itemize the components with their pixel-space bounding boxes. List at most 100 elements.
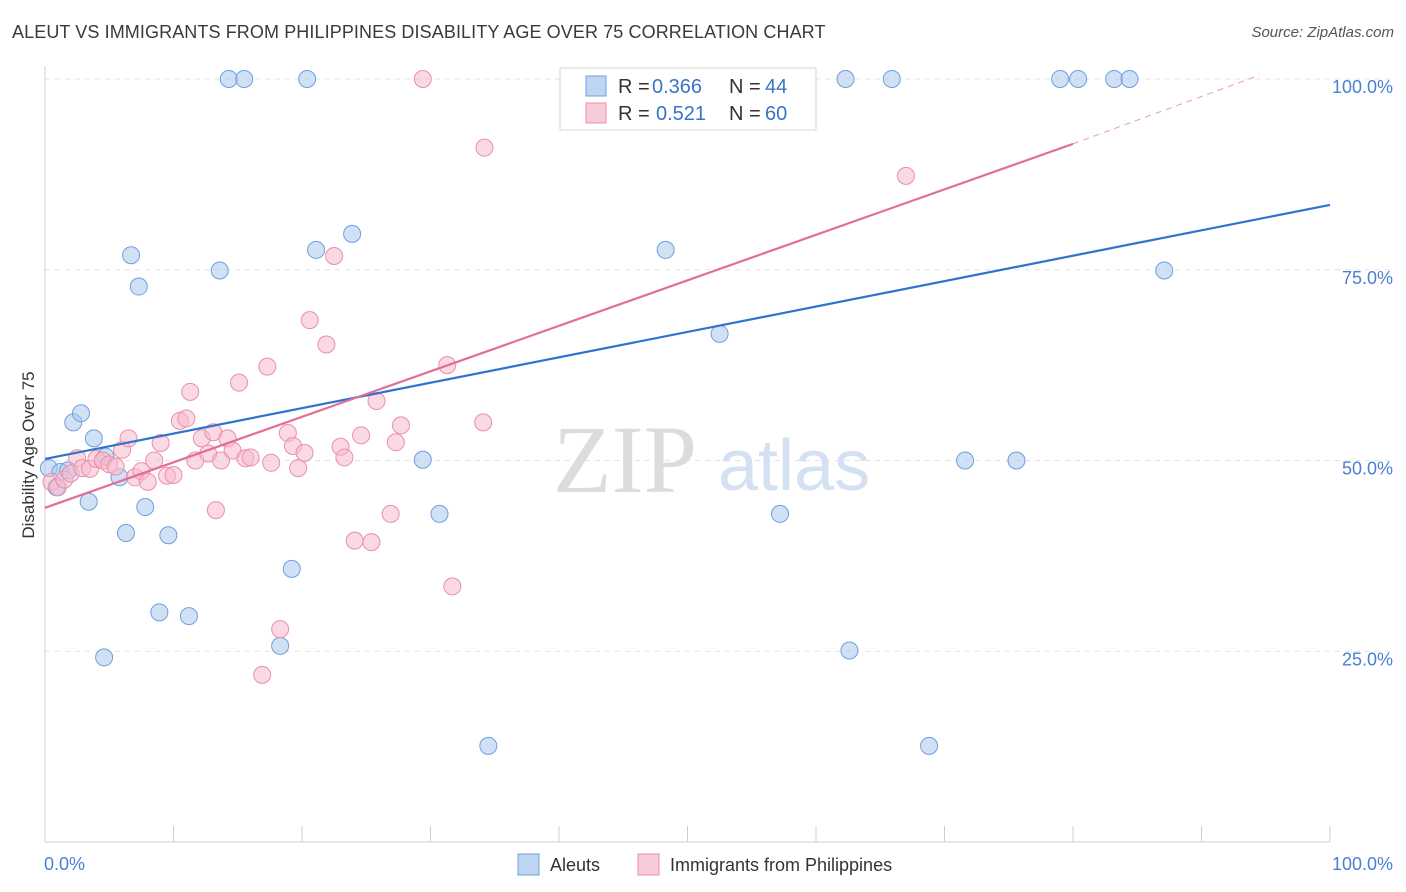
- data-point: [343, 224, 362, 243]
- data-point: [79, 492, 98, 511]
- trend-line-extension: [1072, 74, 1260, 145]
- data-point: [307, 240, 326, 259]
- y-tick-label: 75.0%: [1342, 268, 1393, 288]
- data-point: [1105, 70, 1124, 88]
- legend-swatch-aleuts: [585, 75, 607, 97]
- source-label: Source: ZipAtlas.com: [1251, 24, 1394, 41]
- data-point: [230, 373, 249, 392]
- series-aleuts: [39, 70, 1174, 755]
- data-point: [210, 261, 229, 280]
- data-point: [164, 465, 183, 484]
- data-point: [295, 443, 314, 462]
- data-point: [1051, 70, 1070, 88]
- trend-line-aleuts: [44, 203, 1331, 461]
- data-point: [335, 448, 354, 467]
- y-axis-label: Disability Age Over 75: [19, 371, 38, 538]
- legend-r-label: R =: [618, 103, 650, 125]
- y-tick-label: 50.0%: [1342, 459, 1393, 479]
- data-point: [151, 433, 170, 452]
- data-point: [136, 498, 155, 517]
- data-point: [122, 246, 141, 265]
- data-point: [345, 531, 364, 550]
- data-point: [150, 603, 169, 622]
- bottom-legend-philippines: Immigrants from Philippines: [670, 855, 892, 875]
- data-point: [1007, 451, 1026, 470]
- trend-lines: [44, 74, 1331, 509]
- data-point: [159, 526, 178, 545]
- data-point: [391, 416, 410, 435]
- data-point: [920, 736, 939, 755]
- data-point: [262, 453, 281, 472]
- data-point: [352, 426, 371, 445]
- data-point: [1155, 261, 1174, 280]
- data-point: [430, 504, 449, 523]
- data-point: [282, 559, 301, 578]
- data-point: [710, 324, 729, 343]
- data-point: [413, 450, 432, 469]
- bottom-legend-swatch-philippines: [637, 853, 660, 876]
- data-point: [896, 166, 915, 185]
- data-point: [771, 504, 790, 523]
- series-philippines: [42, 70, 915, 684]
- legend-box: R = 0.366 N = 44 R = 0.521 N = 60: [559, 67, 817, 131]
- x-tick-label: 100.0%: [1332, 854, 1393, 874]
- data-point: [258, 357, 277, 376]
- data-point: [840, 641, 859, 660]
- data-point: [106, 457, 125, 476]
- legend-n-label: N =: [729, 76, 761, 98]
- data-point: [443, 577, 462, 596]
- y-tick-labels: 25.0% 50.0% 75.0% 100.0%: [1332, 77, 1393, 669]
- data-point: [129, 277, 148, 296]
- data-point: [479, 736, 498, 755]
- data-point: [219, 70, 238, 88]
- data-point: [84, 429, 103, 448]
- bottom-legend-swatch-aleuts: [517, 853, 540, 876]
- data-point: [138, 472, 157, 491]
- axes: [44, 66, 1331, 843]
- legend-r-value: 0.521: [656, 103, 706, 125]
- legend-n-label: N =: [729, 103, 761, 125]
- trend-line-philippines: [44, 142, 1074, 509]
- data-point: [317, 335, 336, 354]
- data-point: [206, 501, 225, 520]
- data-point: [381, 504, 400, 523]
- y-tick-label: 25.0%: [1342, 649, 1393, 669]
- data-point: [271, 636, 290, 655]
- data-point: [298, 70, 317, 88]
- data-point: [475, 138, 494, 157]
- legend-n-value: 44: [765, 76, 787, 98]
- bottom-legend-aleuts: Aleuts: [550, 855, 600, 875]
- data-point: [71, 404, 90, 423]
- legend-n-value: 60: [765, 103, 787, 125]
- data-point: [95, 648, 114, 667]
- data-point: [362, 533, 381, 552]
- data-point: [177, 409, 196, 428]
- data-point: [474, 413, 493, 432]
- gridlines: [45, 78, 1392, 652]
- data-point: [212, 451, 231, 470]
- legend-r-label: R =: [618, 76, 650, 98]
- y-tick-label: 100.0%: [1332, 77, 1393, 97]
- data-point: [325, 247, 344, 266]
- data-point: [1069, 70, 1088, 88]
- data-point: [956, 451, 975, 470]
- data-point: [181, 382, 200, 401]
- data-point: [289, 459, 308, 478]
- watermark-atlas: atlas: [718, 426, 870, 506]
- x-tick-labels: 0.0% 100.0%: [44, 854, 1393, 874]
- data-point: [235, 70, 254, 88]
- legend-swatch-philippines: [585, 102, 607, 124]
- legend-r-value: 0.366: [652, 76, 702, 98]
- data-point: [253, 665, 272, 684]
- data-points: [39, 70, 1174, 755]
- data-point: [300, 311, 319, 330]
- data-point: [386, 433, 405, 452]
- data-point: [836, 70, 855, 88]
- data-point: [1120, 70, 1139, 88]
- data-point: [271, 620, 290, 639]
- data-point: [882, 70, 901, 88]
- data-point: [241, 448, 260, 467]
- data-point: [179, 607, 198, 626]
- watermark-zip: ZIP: [553, 406, 697, 513]
